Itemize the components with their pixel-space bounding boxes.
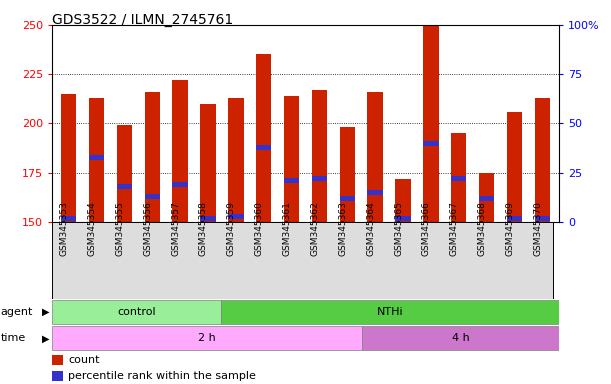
Text: GSM345366: GSM345366 — [422, 201, 431, 256]
Bar — [117, 126, 132, 222]
Bar — [479, 196, 494, 201]
Text: GSM345363: GSM345363 — [338, 201, 347, 256]
Bar — [367, 92, 383, 222]
Bar — [284, 178, 299, 183]
Text: GSM345353: GSM345353 — [60, 201, 68, 256]
Text: GSM345361: GSM345361 — [282, 201, 291, 256]
Bar — [451, 176, 466, 181]
Bar — [284, 96, 299, 222]
Bar — [395, 216, 411, 221]
Bar — [312, 176, 327, 181]
Bar — [507, 112, 522, 222]
Bar — [61, 216, 76, 221]
Text: count: count — [68, 355, 100, 365]
Text: percentile rank within the sample: percentile rank within the sample — [68, 371, 256, 381]
Bar — [172, 182, 188, 187]
Bar — [89, 98, 104, 222]
Text: GSM345370: GSM345370 — [533, 201, 543, 256]
Bar — [145, 92, 160, 222]
Text: GSM345354: GSM345354 — [87, 201, 97, 256]
Bar — [362, 326, 559, 350]
Bar — [535, 216, 550, 221]
Bar — [340, 127, 355, 222]
Bar — [61, 94, 76, 222]
Text: NTHi: NTHi — [377, 307, 403, 317]
Bar — [256, 145, 271, 150]
Bar — [89, 155, 104, 159]
Bar — [507, 216, 522, 221]
Bar — [312, 90, 327, 222]
Bar — [200, 104, 216, 222]
Text: GSM345369: GSM345369 — [505, 201, 514, 256]
Text: ▶: ▶ — [42, 333, 49, 343]
Bar — [172, 80, 188, 222]
Text: 2 h: 2 h — [198, 333, 216, 343]
Text: GSM345365: GSM345365 — [394, 201, 403, 256]
Bar — [256, 54, 271, 222]
Text: GSM345367: GSM345367 — [450, 201, 459, 256]
Text: GDS3522 / ILMN_2745761: GDS3522 / ILMN_2745761 — [52, 13, 233, 27]
Bar — [117, 184, 132, 189]
Bar — [200, 216, 216, 221]
Bar — [479, 173, 494, 222]
Bar — [395, 179, 411, 222]
Bar — [52, 355, 63, 365]
Text: control: control — [117, 307, 156, 317]
Bar — [535, 98, 550, 222]
Bar — [340, 196, 355, 201]
Text: GSM345368: GSM345368 — [478, 201, 486, 256]
Bar — [367, 190, 383, 195]
Text: GSM345358: GSM345358 — [199, 201, 208, 256]
Bar — [228, 214, 244, 219]
Text: GSM345362: GSM345362 — [310, 201, 320, 256]
Text: GSM345355: GSM345355 — [115, 201, 125, 256]
Text: GSM345357: GSM345357 — [171, 201, 180, 256]
Bar — [52, 326, 362, 350]
Text: GSM345359: GSM345359 — [227, 201, 236, 256]
Bar — [423, 25, 439, 222]
Text: agent: agent — [1, 307, 33, 317]
Text: GSM345360: GSM345360 — [255, 201, 264, 256]
Text: ▶: ▶ — [42, 307, 49, 317]
Bar — [52, 300, 221, 324]
Bar — [221, 300, 559, 324]
Bar — [423, 141, 439, 146]
Text: GSM345364: GSM345364 — [366, 201, 375, 256]
Text: time: time — [1, 333, 26, 343]
Bar — [451, 133, 466, 222]
Bar — [228, 98, 244, 222]
Text: GSM345356: GSM345356 — [143, 201, 152, 256]
Bar — [145, 194, 160, 199]
Text: 4 h: 4 h — [452, 333, 469, 343]
Bar — [52, 371, 63, 381]
